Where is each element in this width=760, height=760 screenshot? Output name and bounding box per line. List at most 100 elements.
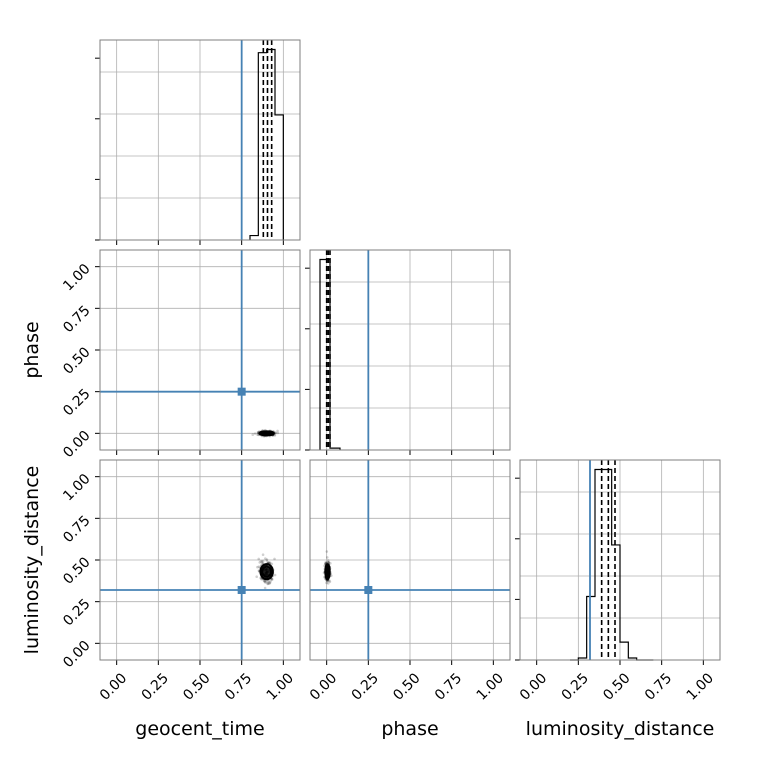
xtick-label: 0.50 — [180, 670, 213, 703]
sample-point — [267, 580, 271, 583]
sample-point — [255, 575, 258, 579]
sample-point — [257, 565, 261, 569]
sample-point — [270, 578, 273, 581]
xtick-label: 0.50 — [600, 670, 633, 703]
xtick-label: 0.25 — [349, 670, 382, 703]
xtick-label: 0.25 — [559, 670, 592, 703]
ytick-label: 0.25 — [60, 596, 93, 629]
ytick-label: 0.25 — [60, 386, 93, 419]
sample-point — [257, 557, 261, 561]
panel-frame — [519, 459, 721, 661]
panel-luminosity-distance-vs-geocent-time: 0.000.250.500.751.000.00 0.25 0.50 0.75 1.00 — [60, 459, 301, 704]
histogram-phase — [319, 258, 341, 450]
sample-point — [328, 580, 332, 584]
sample-point — [329, 561, 332, 565]
sample-point — [324, 560, 328, 564]
sample-point — [256, 433, 259, 436]
sample-point — [261, 553, 265, 557]
xtick-label: 1.00 — [684, 670, 717, 703]
sample-point — [326, 559, 330, 562]
xtick-label: 1.00 — [264, 670, 297, 703]
truth-point — [237, 387, 246, 396]
ylabel-luminosity-distance: luminosity_distance — [21, 466, 43, 655]
sample-point — [258, 561, 262, 564]
corner-panels: 0.000.250.500.751.000.000.250.500.751.00… — [60, 39, 721, 704]
ytick-label: 1.00 — [60, 261, 93, 294]
sample-point — [266, 582, 269, 585]
panel-frame — [309, 459, 511, 661]
sample-point — [327, 560, 331, 564]
histogram-luminosity-distance — [570, 468, 654, 661]
sample-point — [328, 579, 331, 582]
sample-point — [259, 576, 262, 580]
sample-point — [263, 580, 266, 583]
panel-frame — [99, 39, 301, 241]
sample-point — [273, 573, 277, 577]
sample-point — [326, 582, 330, 585]
sample-point — [259, 560, 263, 563]
ytick-label: 0.00 — [60, 428, 93, 461]
sample-point — [263, 586, 267, 590]
truth-point — [237, 586, 246, 594]
sample-point — [256, 565, 259, 569]
panel-frame — [309, 249, 511, 451]
sample-point — [251, 433, 255, 437]
sample-point — [325, 556, 329, 559]
sample-point — [263, 580, 267, 584]
sample-point — [268, 581, 272, 584]
panel-phase-vs-geocent-time: 0.00 0.25 0.50 0.75 1.00 — [60, 249, 301, 461]
xtick-label: 0.75 — [432, 670, 465, 703]
sample-point — [274, 431, 277, 435]
sample-point — [273, 434, 277, 437]
sample-point — [325, 550, 329, 553]
truth-point — [364, 586, 373, 594]
sample-point — [276, 429, 279, 433]
panel-frame — [99, 249, 301, 451]
panel-geocent-time-hist — [95, 39, 301, 245]
sample-point — [253, 432, 257, 435]
sample-point — [270, 578, 274, 581]
sample-point — [260, 561, 264, 564]
sample-point — [265, 558, 269, 561]
sample-point — [260, 560, 264, 563]
ytick-label: 0.50 — [60, 344, 93, 377]
sample-point — [264, 557, 267, 560]
sample-point — [269, 579, 272, 583]
sample-point — [268, 561, 272, 564]
contour-inner — [261, 565, 273, 578]
sample-point — [263, 579, 267, 583]
sample-point — [266, 580, 269, 583]
sample-point — [267, 561, 270, 564]
contour-outer — [324, 563, 331, 581]
ytick-label: 0.00 — [60, 638, 93, 671]
sample-point — [326, 560, 330, 564]
panel-luminosity-distance-vs-phase: 0.00 0.25 0.50 0.75 1.00 — [307, 459, 511, 704]
sample-point — [265, 559, 269, 562]
xlabel-geocent-time: geocent_time — [135, 718, 264, 740]
ytick-label: 0.50 — [60, 554, 93, 587]
sample-point — [259, 577, 263, 581]
contour-outer — [259, 563, 274, 581]
xtick-label: 1.00 — [474, 670, 507, 703]
ytick-label: 0.75 — [60, 303, 93, 336]
sample-point — [276, 431, 280, 435]
sample-point — [261, 559, 265, 563]
sample-point — [267, 582, 271, 585]
sample-point — [273, 557, 276, 561]
xtick-label: 0.75 — [642, 670, 675, 703]
panel-luminosity-distance-hist: 0.00 0.25 0.50 0.75 1.00 — [515, 459, 721, 704]
xtick-label: 0.00 — [97, 670, 130, 703]
sample-point — [266, 582, 270, 586]
xlabel-phase: phase — [381, 718, 438, 740]
sample-point — [326, 579, 329, 583]
density-core — [263, 567, 270, 576]
contour-outer — [258, 430, 275, 437]
histogram-geocent-time — [249, 48, 284, 240]
panel-frame — [99, 459, 301, 661]
axis-labels: geocent_time phase luminosity_distance p… — [21, 321, 714, 740]
ytick-label: 1.00 — [60, 471, 93, 504]
xtick-label: 0.00 — [517, 670, 550, 703]
sample-point — [268, 582, 272, 585]
sample-point — [270, 562, 274, 566]
